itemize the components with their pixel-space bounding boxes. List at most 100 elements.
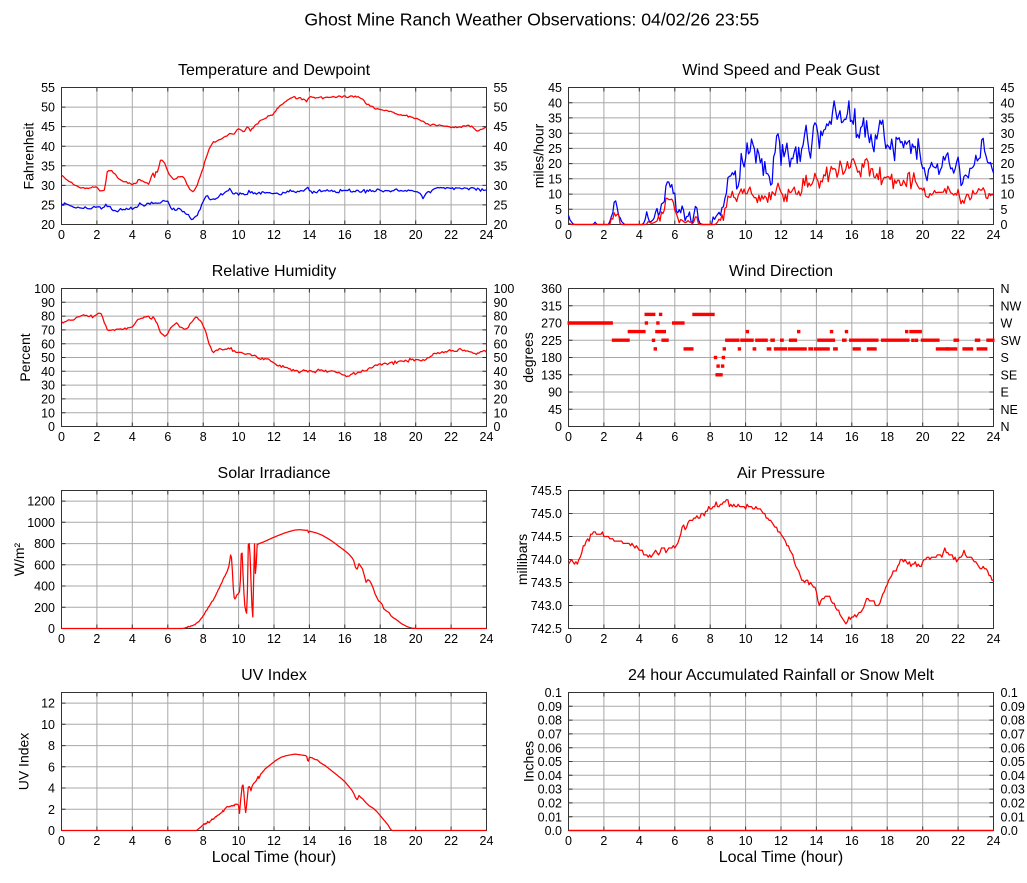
svg-text:2: 2 — [93, 632, 100, 646]
svg-text:0: 0 — [48, 824, 55, 838]
svg-text:35: 35 — [548, 112, 562, 126]
svg-text:40: 40 — [548, 96, 562, 110]
svg-text:1200: 1200 — [27, 495, 55, 509]
svg-text:45: 45 — [548, 403, 562, 417]
svg-text:0: 0 — [58, 632, 65, 646]
svg-text:10: 10 — [1001, 188, 1015, 202]
svg-text:745.5: 745.5 — [531, 484, 562, 498]
svg-text:18: 18 — [373, 228, 387, 242]
svg-text:16: 16 — [845, 834, 859, 848]
svg-text:2: 2 — [600, 632, 607, 646]
svg-text:0.1: 0.1 — [1001, 686, 1018, 700]
svg-text:0.01: 0.01 — [538, 810, 562, 824]
svg-text:315: 315 — [541, 299, 562, 313]
svg-text:22: 22 — [951, 834, 965, 848]
svg-text:Local Time (hour): Local Time (hour) — [719, 849, 844, 866]
svg-text:2: 2 — [600, 228, 607, 242]
svg-text:744.5: 744.5 — [531, 530, 562, 544]
svg-text:14: 14 — [302, 228, 316, 242]
svg-text:30: 30 — [41, 179, 55, 193]
svg-text:40: 40 — [494, 365, 508, 379]
svg-text:800: 800 — [34, 537, 55, 551]
svg-text:15: 15 — [1001, 172, 1015, 186]
svg-text:20: 20 — [916, 430, 930, 444]
svg-text:12: 12 — [267, 632, 281, 646]
svg-text:18: 18 — [373, 430, 387, 444]
svg-text:20: 20 — [409, 834, 423, 848]
svg-text:5: 5 — [555, 203, 562, 217]
svg-text:12: 12 — [267, 430, 281, 444]
svg-text:0.07: 0.07 — [1001, 728, 1025, 742]
svg-text:Local Time (hour): Local Time (hour) — [212, 849, 337, 866]
svg-text:25: 25 — [1001, 142, 1015, 156]
svg-text:12: 12 — [774, 834, 788, 848]
svg-text:225: 225 — [541, 334, 562, 348]
svg-text:18: 18 — [880, 228, 894, 242]
svg-text:0: 0 — [58, 430, 65, 444]
svg-text:70: 70 — [494, 324, 508, 338]
svg-text:0.02: 0.02 — [1001, 797, 1025, 811]
svg-text:Relative Humidity: Relative Humidity — [212, 263, 336, 280]
svg-text:90: 90 — [548, 386, 562, 400]
svg-text:0.01: 0.01 — [1001, 810, 1025, 824]
svg-text:10: 10 — [548, 188, 562, 202]
svg-text:8: 8 — [200, 228, 207, 242]
svg-text:20: 20 — [409, 228, 423, 242]
svg-text:20: 20 — [916, 834, 930, 848]
svg-text:8: 8 — [707, 228, 714, 242]
svg-text:45: 45 — [41, 120, 55, 134]
svg-text:6: 6 — [671, 834, 678, 848]
svg-text:6: 6 — [671, 228, 678, 242]
svg-text:2: 2 — [48, 803, 55, 817]
svg-text:30: 30 — [41, 379, 55, 393]
svg-text:30: 30 — [548, 127, 562, 141]
svg-text:W/m²: W/m² — [11, 542, 27, 576]
svg-text:0.09: 0.09 — [1001, 700, 1025, 714]
svg-text:10: 10 — [41, 718, 55, 732]
svg-text:14: 14 — [302, 834, 316, 848]
svg-text:45: 45 — [494, 120, 508, 134]
svg-text:6: 6 — [671, 632, 678, 646]
svg-text:Temperature and Dewpoint: Temperature and Dewpoint — [178, 62, 371, 79]
svg-text:0: 0 — [48, 420, 55, 434]
svg-text:2: 2 — [93, 834, 100, 848]
svg-text:10: 10 — [494, 406, 508, 420]
svg-text:30: 30 — [494, 379, 508, 393]
svg-text:20: 20 — [548, 157, 562, 171]
svg-text:8: 8 — [200, 430, 207, 444]
svg-text:14: 14 — [302, 430, 316, 444]
svg-text:N: N — [1001, 420, 1010, 434]
svg-text:millibars: millibars — [514, 534, 530, 585]
svg-text:Solar Irradiance: Solar Irradiance — [218, 465, 331, 482]
svg-text:0: 0 — [1001, 218, 1008, 232]
svg-text:35: 35 — [494, 159, 508, 173]
svg-text:16: 16 — [338, 632, 352, 646]
svg-text:12: 12 — [41, 697, 55, 711]
svg-text:24: 24 — [480, 430, 494, 444]
svg-text:miles/hour: miles/hour — [530, 123, 546, 188]
svg-text:10: 10 — [232, 632, 246, 646]
svg-text:16: 16 — [845, 632, 859, 646]
svg-text:Air Pressure: Air Pressure — [737, 465, 825, 482]
svg-text:0.07: 0.07 — [538, 728, 562, 742]
svg-text:22: 22 — [444, 834, 458, 848]
svg-text:8: 8 — [707, 834, 714, 848]
svg-text:18: 18 — [880, 430, 894, 444]
svg-text:100: 100 — [34, 282, 55, 296]
svg-text:80: 80 — [41, 310, 55, 324]
svg-text:135: 135 — [541, 368, 562, 382]
svg-text:200: 200 — [34, 601, 55, 615]
svg-text:2: 2 — [600, 834, 607, 848]
svg-text:14: 14 — [809, 632, 823, 646]
svg-text:SE: SE — [1001, 368, 1018, 382]
svg-text:40: 40 — [494, 140, 508, 154]
svg-text:24: 24 — [987, 430, 1001, 444]
svg-text:80: 80 — [494, 310, 508, 324]
svg-text:4: 4 — [636, 228, 643, 242]
svg-text:Fahrenheit: Fahrenheit — [21, 122, 37, 189]
svg-text:20: 20 — [916, 228, 930, 242]
svg-text:70: 70 — [41, 324, 55, 338]
svg-text:0.04: 0.04 — [538, 769, 562, 783]
svg-text:60: 60 — [41, 337, 55, 351]
svg-text:10: 10 — [739, 632, 753, 646]
